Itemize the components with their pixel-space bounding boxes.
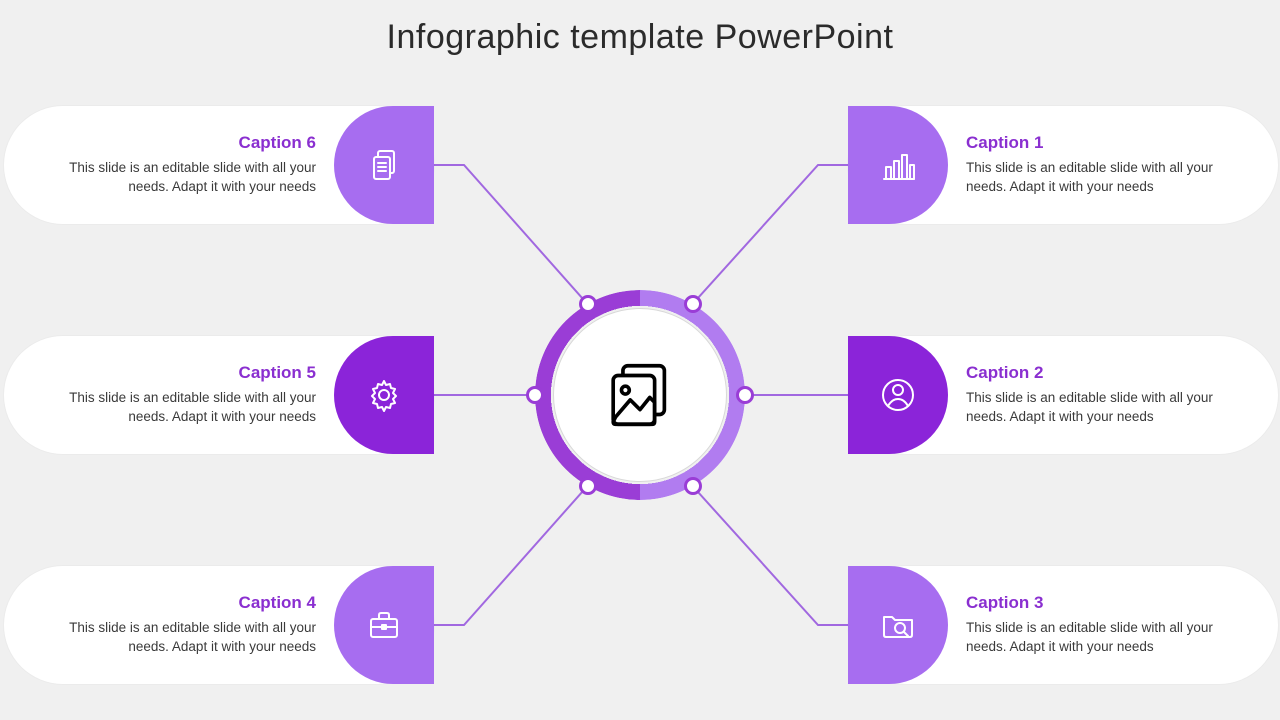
callout-text-2: Caption 2 This slide is an editable slide… — [948, 363, 1278, 427]
caption-body: This slide is an editable slide with all… — [34, 389, 316, 427]
callout-card-3: Caption 3 This slide is an editable slide… — [848, 566, 1278, 684]
caption-label: Caption 3 — [966, 593, 1248, 613]
ring-inner — [553, 308, 727, 482]
bar-chart-icon — [848, 106, 948, 224]
connector-dot — [579, 477, 597, 495]
callout-card-4: Caption 4 This slide is an editable slide… — [4, 566, 434, 684]
center-ring — [535, 290, 745, 500]
caption-label: Caption 5 — [34, 363, 316, 383]
caption-label: Caption 6 — [34, 133, 316, 153]
callout-card-2: Caption 2 This slide is an editable slide… — [848, 336, 1278, 454]
connector-dot — [684, 295, 702, 313]
caption-label: Caption 4 — [34, 593, 316, 613]
slide-stage: Infographic template PowerPoint Caption … — [0, 0, 1280, 720]
documents-icon — [334, 106, 434, 224]
caption-body: This slide is an editable slide with all… — [34, 619, 316, 657]
briefcase-icon — [334, 566, 434, 684]
image-stack-icon — [601, 356, 679, 434]
connector-dot — [736, 386, 754, 404]
connector-dot — [579, 295, 597, 313]
caption-body: This slide is an editable slide with all… — [966, 389, 1248, 427]
callout-card-5: Caption 5 This slide is an editable slide… — [4, 336, 434, 454]
caption-label: Caption 1 — [966, 133, 1248, 153]
callout-text-1: Caption 1 This slide is an editable slide… — [948, 133, 1278, 197]
connector-dot — [684, 477, 702, 495]
callout-text-3: Caption 3 This slide is an editable slide… — [948, 593, 1278, 657]
callout-card-6: Caption 6 This slide is an editable slide… — [4, 106, 434, 224]
folder-search-icon — [848, 566, 948, 684]
caption-body: This slide is an editable slide with all… — [34, 159, 316, 197]
callout-text-5: Caption 5 This slide is an editable slide… — [4, 363, 334, 427]
caption-body: This slide is an editable slide with all… — [966, 619, 1248, 657]
slide-title: Infographic template PowerPoint — [0, 18, 1280, 57]
user-icon — [848, 336, 948, 454]
callout-card-1: Caption 1 This slide is an editable slide… — [848, 106, 1278, 224]
callout-text-4: Caption 4 This slide is an editable slide… — [4, 593, 334, 657]
callout-text-6: Caption 6 This slide is an editable slide… — [4, 133, 334, 197]
caption-label: Caption 2 — [966, 363, 1248, 383]
gear-icon — [334, 336, 434, 454]
connector-dot — [526, 386, 544, 404]
caption-body: This slide is an editable slide with all… — [966, 159, 1248, 197]
